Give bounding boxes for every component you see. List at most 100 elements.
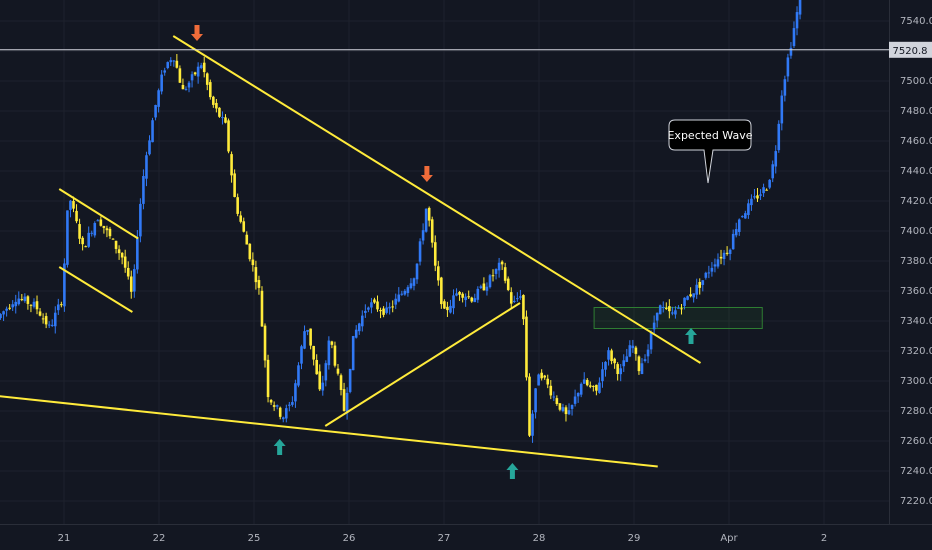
candle-body — [90, 232, 94, 234]
candle-body — [196, 66, 200, 77]
candle-body — [212, 96, 215, 105]
candle-body — [373, 299, 376, 303]
candle-body — [60, 304, 63, 306]
x-axis[interactable]: 21 22 25 26 27 28 29 Apr 2 — [0, 524, 932, 545]
candle-body — [309, 328, 312, 346]
y-tick-label: 7400.0 — [900, 226, 932, 237]
candle-body — [716, 259, 720, 267]
arrow-down-icon — [420, 166, 433, 182]
price-line-label: 7520.8 — [889, 41, 932, 58]
candle-body — [643, 359, 647, 361]
candle-body — [482, 283, 486, 291]
candle-body — [610, 350, 613, 362]
candle-body — [473, 298, 477, 303]
y-tick-label: 7260.0 — [900, 436, 932, 447]
trendlines — [0, 35, 702, 468]
candle-body — [406, 287, 410, 294]
candle-body — [348, 368, 352, 392]
candle-body — [251, 259, 255, 266]
candle-body — [66, 210, 69, 265]
x-tick-label: 2 — [821, 533, 827, 544]
candle-body — [437, 266, 440, 281]
candle-body — [558, 403, 562, 410]
candle-body — [96, 220, 100, 222]
arrow-down-icon — [191, 25, 203, 41]
candle-body — [579, 383, 583, 395]
candle-body — [354, 329, 358, 338]
candle-body — [364, 310, 367, 313]
candle-body — [190, 74, 194, 81]
candle-body — [500, 261, 504, 265]
candle-body — [361, 315, 364, 327]
candle-body — [649, 332, 653, 350]
candle-body — [522, 295, 525, 320]
x-tick-label: 21 — [58, 533, 71, 544]
candle-body — [513, 300, 516, 302]
candle-body — [278, 407, 282, 417]
candle-body — [136, 237, 139, 270]
candle-body — [674, 310, 677, 315]
candle-body — [570, 404, 574, 409]
candle-body — [506, 278, 510, 290]
candle-body — [266, 359, 270, 398]
candle-body — [661, 307, 665, 309]
candle-body — [765, 189, 768, 191]
y-tick-label: 7360.0 — [900, 286, 932, 297]
candle-body — [418, 241, 422, 262]
candle-body — [5, 308, 8, 311]
candle-body — [281, 417, 285, 420]
candle-body — [628, 345, 632, 357]
candle-body — [741, 216, 744, 218]
candle-body — [120, 252, 124, 258]
candle-body — [561, 407, 565, 412]
candle-body — [476, 288, 480, 300]
candle-body — [768, 179, 771, 188]
y-axis[interactable]: 7540.07520.07500.07480.07460.07440.07420… — [889, 0, 932, 524]
candle-body — [464, 296, 467, 301]
trendline-channel-bottom — [58, 266, 133, 313]
candle-body — [57, 304, 60, 311]
candle-body — [269, 399, 273, 403]
candle-body — [759, 194, 762, 196]
candle-body — [367, 307, 370, 310]
candle-body — [403, 290, 407, 295]
candle-body — [516, 298, 519, 300]
candle-body — [63, 263, 66, 307]
candle-body — [710, 267, 714, 272]
candle-body — [671, 312, 674, 314]
candle-body — [181, 84, 185, 90]
candle-body — [494, 269, 498, 274]
zone-layer — [593, 307, 763, 329]
candle-body — [777, 123, 781, 151]
candle-body — [385, 307, 388, 313]
candle-body — [525, 316, 528, 378]
candle-body — [722, 252, 726, 260]
candle-body — [87, 232, 90, 247]
candle-body — [631, 345, 635, 349]
candle-body — [357, 323, 361, 332]
candle-body — [75, 210, 78, 222]
candle-body — [333, 345, 337, 366]
candle-body — [528, 376, 531, 436]
candle-body — [291, 402, 294, 405]
y-tick-label: 7540.0 — [900, 16, 932, 27]
candle-body — [84, 246, 87, 248]
candle-body — [330, 341, 334, 345]
arrows — [191, 25, 697, 479]
candle-body — [248, 243, 252, 260]
candle-body — [199, 65, 203, 69]
y-tick-label: 7420.0 — [900, 196, 932, 207]
candle-body — [157, 90, 160, 107]
candle-body — [0, 314, 2, 319]
candle-body — [756, 195, 759, 199]
candle-body — [285, 408, 288, 419]
candle-body — [44, 316, 48, 325]
candle-body — [263, 325, 267, 361]
y-tick-label: 7300.0 — [900, 376, 932, 387]
candle-body — [409, 283, 413, 289]
candle-body — [783, 79, 787, 96]
candle-body — [446, 306, 449, 311]
candle-body — [613, 358, 616, 364]
candle-body — [534, 388, 537, 413]
